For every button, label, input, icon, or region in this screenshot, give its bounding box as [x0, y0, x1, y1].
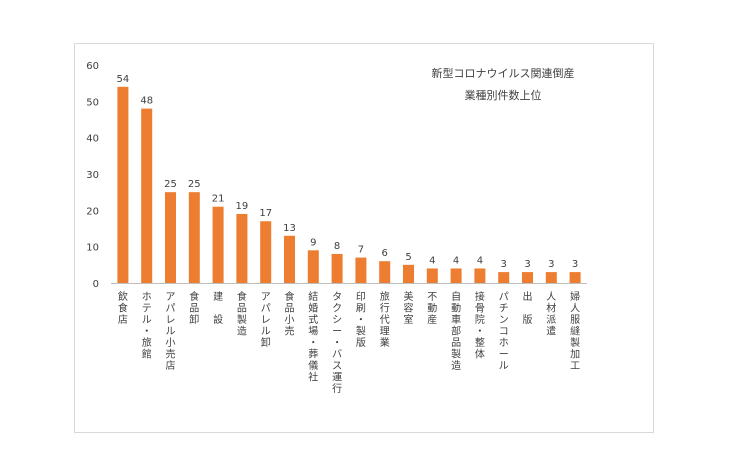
bar [307, 250, 319, 283]
category-label: 不動産 [427, 292, 437, 326]
data-label: 19 [236, 201, 249, 212]
category-label: ホテル・旅館 [142, 291, 152, 361]
category-label: 自動車部品製造 [451, 290, 461, 372]
chart-title-line-2: 業種別件数上位 [465, 88, 542, 102]
data-label: 25 [188, 179, 201, 190]
data-label: 7 [358, 245, 364, 256]
data-label: 3 [501, 259, 507, 270]
category-label: 美容室 [404, 290, 414, 326]
bar [379, 261, 391, 283]
category-label: パチンコホール [499, 291, 509, 372]
bar [403, 264, 414, 283]
category-label: 婦人服縫製加工 [570, 291, 580, 372]
category-label: 旅行代理業 [380, 290, 390, 349]
bar [141, 108, 153, 283]
chart-title-line-1: 新型コロナウイルス関連倒産 [432, 66, 575, 80]
data-label: 48 [140, 96, 153, 107]
chart-frame: 新型コロナウイルス関連倒産 業種別件数上位 0 10 20 30 40 50 60 54 48… [74, 43, 654, 433]
data-label: 3 [524, 259, 530, 270]
bar [212, 206, 224, 283]
bar [498, 272, 510, 283]
data-label: 21 [212, 194, 225, 205]
bar [450, 268, 462, 283]
category-label: 食品卸 [189, 290, 199, 326]
y-tick-label: 40 [86, 134, 99, 145]
y-tick-label: 20 [86, 206, 99, 217]
bar [260, 221, 272, 283]
category-label: 人材派遣 [546, 291, 556, 338]
y-tick-label: 60 [86, 61, 99, 72]
y-axis-tick-labels: 0 10 20 30 40 50 60 [86, 61, 99, 290]
bar [474, 268, 486, 283]
chart-title: 新型コロナウイルス関連倒産 業種別件数上位 [432, 66, 575, 102]
bar [165, 192, 176, 283]
category-label: 接骨院・整体 [475, 290, 485, 361]
bar [284, 235, 295, 283]
bar [545, 272, 557, 283]
data-label: 4 [453, 255, 459, 266]
data-label: 5 [405, 252, 411, 263]
bar [331, 253, 343, 283]
data-label: 9 [310, 237, 316, 248]
data-label: 17 [259, 208, 272, 219]
category-label: 出 版 [523, 290, 533, 326]
data-label: 13 [283, 223, 296, 234]
data-label: 3 [572, 259, 578, 270]
category-label: アパレル卸 [261, 292, 271, 349]
bar [117, 86, 129, 283]
y-tick-label: 10 [86, 243, 99, 254]
category-label: 結婚式場・葬儀社 [308, 290, 318, 384]
data-label: 4 [477, 255, 483, 266]
y-tick-label: 0 [93, 279, 99, 290]
bar [569, 272, 581, 283]
category-label: 飲食店 [118, 290, 128, 326]
bar [426, 268, 438, 283]
data-label: 6 [382, 248, 388, 259]
bar [188, 192, 200, 283]
category-labels: 飲食店 ホテル・旅館 アパレル小売店 食品卸 建 設 食品製造 アパレル卸 食品小売 結婚式場・… [118, 290, 580, 395]
y-tick-label: 30 [86, 170, 99, 181]
y-tick-label: 50 [86, 97, 99, 108]
bar [236, 213, 248, 283]
bar [522, 272, 533, 283]
category-label: タクシー・バス運行 [332, 291, 342, 395]
category-label: 建 設 [213, 290, 223, 326]
bar-series [117, 86, 581, 283]
category-label: 食品小売 [285, 290, 295, 338]
data-label: 3 [548, 259, 554, 270]
category-label: アパレル小売店 [166, 292, 176, 372]
data-label: 54 [117, 74, 130, 85]
data-label: 4 [429, 255, 435, 266]
category-label: 印刷・製版 [356, 291, 366, 349]
bar [355, 257, 367, 283]
data-label: 25 [164, 179, 177, 190]
data-label: 8 [334, 241, 340, 252]
category-label: 食品製造 [237, 290, 247, 338]
